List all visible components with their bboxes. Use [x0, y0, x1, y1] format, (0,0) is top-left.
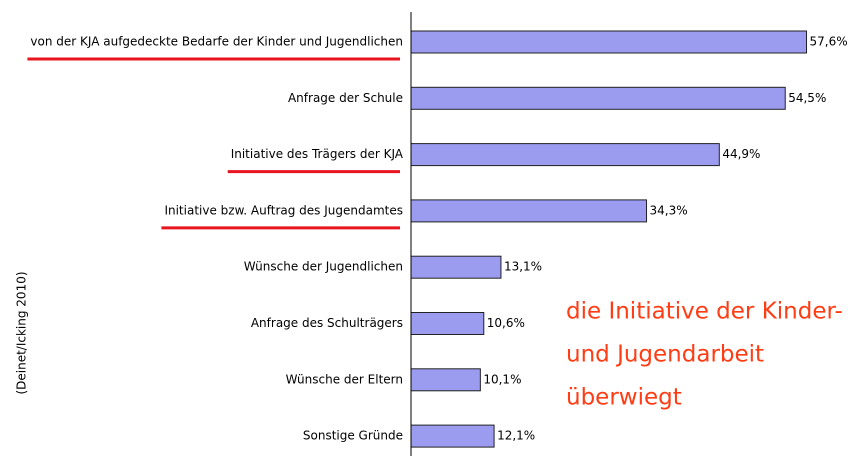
category-label: Initiative bzw. Auftrag des Jugendamtes: [164, 203, 403, 217]
value-label: 10,1%: [483, 372, 521, 386]
annotation: die Initiative der Kinder-: [566, 299, 843, 325]
category-label: Sonstige Gründe: [303, 429, 403, 443]
value-label: 34,3%: [650, 203, 688, 217]
bar: [410, 255, 502, 279]
source-label: (Deinet/Icking 2010): [15, 271, 29, 394]
category-label: Initiative des Trägers der KJA: [231, 147, 404, 161]
bar: [410, 199, 648, 223]
bar: [410, 30, 808, 54]
value-label: 12,1%: [497, 429, 535, 443]
category-label: Wünsche der Jugendlichen: [244, 260, 403, 274]
value-label: 57,6%: [810, 35, 848, 49]
bar: [410, 312, 485, 335]
bar: [410, 143, 720, 167]
value-label: 13,1%: [504, 260, 542, 274]
value-label: 44,9%: [722, 147, 760, 161]
category-label: Anfrage des Schulträgers: [251, 316, 403, 330]
category-label: von der KJA aufgedeckte Bedarfe der Kind…: [30, 35, 403, 49]
annotation: und Jugendarbeit: [566, 342, 764, 368]
value-label: 10,6%: [487, 316, 525, 330]
bar: [410, 424, 495, 448]
bar: [410, 368, 481, 392]
bar: [410, 86, 786, 110]
category-label: Wünsche der Eltern: [286, 372, 403, 386]
annotation: überwiegt: [566, 385, 682, 411]
value-label: 54,5%: [788, 91, 826, 105]
category-label: Anfrage der Schule: [288, 91, 403, 105]
